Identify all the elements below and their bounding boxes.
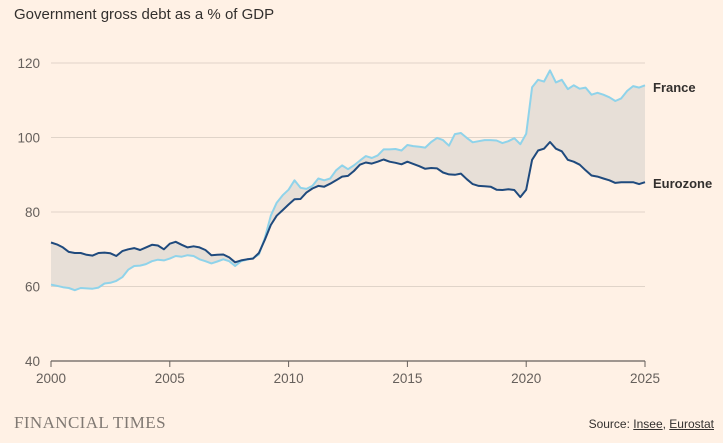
- ft-brand-logo: FINANCIAL TIMES: [14, 413, 166, 432]
- x-tick-label-2015: 2015: [392, 371, 422, 386]
- y-tick-label-120: 120: [17, 56, 40, 71]
- source-insee-link[interactable]: Insee: [633, 417, 663, 431]
- source-separator: ,: [662, 417, 670, 431]
- x-tick-label-2020: 2020: [511, 371, 541, 386]
- x-axis-ticks: 2000 2005 2010 2015 2020 2025: [36, 361, 660, 386]
- y-tick-label-80: 80: [25, 205, 40, 220]
- eurozone-series-label: Eurozone: [653, 176, 712, 191]
- x-tick-label-2025: 2025: [630, 371, 660, 386]
- source-eurostat-link[interactable]: Eurostat: [669, 417, 714, 431]
- y-axis-ticks: 40 60 80 100 120: [17, 56, 40, 369]
- france-series-label: France: [653, 80, 696, 95]
- source-note: Source: Insee, Eurostat: [589, 417, 714, 431]
- chart-title: Government gross debt as a % of GDP: [14, 6, 275, 23]
- x-tick-label-2010: 2010: [274, 371, 304, 386]
- source-prefix: Source:: [588, 417, 634, 431]
- eurozone-line: [50, 141, 646, 264]
- x-tick-label-2000: 2000: [36, 371, 66, 386]
- y-tick-label-100: 100: [17, 131, 40, 146]
- y-tick-label-40: 40: [25, 354, 40, 369]
- y-tick-label-60: 60: [25, 280, 40, 295]
- france-line: [50, 69, 646, 292]
- x-tick-label-2005: 2005: [155, 371, 185, 386]
- gap-fill-area: [51, 70, 645, 291]
